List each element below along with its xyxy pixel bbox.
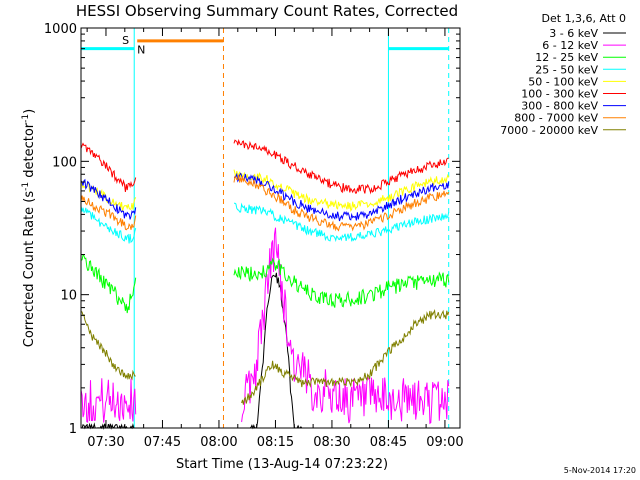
night-label: N xyxy=(137,44,145,57)
y-axis-label: Corrected Count Rate (s-1 detector-1) xyxy=(21,109,37,347)
series-6-12-kev xyxy=(80,227,450,425)
series-line xyxy=(241,227,450,425)
x-tick-label: 08:30 xyxy=(313,435,350,450)
series-100-300-kev xyxy=(80,138,449,195)
series-line xyxy=(80,254,137,314)
y-axis-label-main: Corrected Count Rate (s xyxy=(22,191,37,348)
series-7000-20000-kev xyxy=(80,308,450,405)
y-tick-label: 100 xyxy=(52,155,77,170)
series-800-7000-kev xyxy=(80,174,450,232)
x-tick-label: 08:45 xyxy=(370,435,407,450)
series-line xyxy=(233,138,449,195)
legend-entry-label: 50 - 100 keV xyxy=(528,75,598,88)
y-axis-label-end: ) xyxy=(22,109,37,114)
y-tick-label: 1000 xyxy=(44,22,77,37)
series-line xyxy=(233,174,450,232)
x-tick-label: 08:15 xyxy=(257,435,294,450)
legend-entry-label: 100 - 300 keV xyxy=(521,88,598,101)
series-line xyxy=(234,202,450,243)
y-axis: 1 10 100 1000 xyxy=(44,22,460,437)
x-tick-label: 08:00 xyxy=(200,435,237,450)
chart-title: HESSI Observing Summary Count Rates, Cor… xyxy=(76,2,458,20)
x-axis: 07:30 07:45 08:00 08:15 08:30 08:45 09:00 xyxy=(86,28,464,450)
series-line xyxy=(80,178,137,220)
series-line xyxy=(241,308,450,405)
legend-entry-label: 800 - 7000 keV xyxy=(514,112,598,125)
x-tick-label: 07:30 xyxy=(87,435,124,450)
legend-header: Det 1,3,6, Att 0 xyxy=(542,12,626,25)
series-line xyxy=(80,310,136,381)
saa-label: S xyxy=(122,34,129,47)
series-12-25-kev xyxy=(80,254,450,314)
series-3-6-kev xyxy=(81,272,303,430)
plot-frame xyxy=(80,27,461,429)
series-line xyxy=(80,142,137,193)
series-line xyxy=(233,257,450,308)
y-tick-label: 10 xyxy=(60,289,77,304)
x-tick-label: 09:00 xyxy=(426,435,463,450)
legend-entry-label: 3 - 6 keV xyxy=(549,27,598,40)
series-line xyxy=(80,195,137,231)
legend-entry-label: 25 - 50 keV xyxy=(535,63,598,76)
legend-entry-label: 6 - 12 keV xyxy=(542,39,598,52)
x-axis-label: Start Time (13-Aug-14 07:23:22) xyxy=(176,457,388,472)
date-stamp: 5-Nov-2014 17:20 xyxy=(564,466,636,475)
series-line xyxy=(233,169,450,212)
series-line xyxy=(80,206,137,244)
legend-entry-label: 7000 - 20000 keV xyxy=(500,124,598,137)
series-layer xyxy=(80,138,450,430)
series-line xyxy=(234,172,450,222)
series-line xyxy=(249,272,303,430)
series-line xyxy=(80,378,137,423)
x-tick-label: 07:45 xyxy=(144,435,181,450)
y-axis-label-sup1: -1 xyxy=(21,182,31,191)
y-axis-label-sup2: -1 xyxy=(21,114,31,123)
y-axis-label-mid: detector xyxy=(22,122,37,182)
legend-entry-label: 12 - 25 keV xyxy=(535,51,598,64)
series-line xyxy=(81,422,136,430)
series-300-800-kev xyxy=(80,172,450,222)
series-25-50-kev xyxy=(80,202,450,244)
legend-entry-label: 300 - 800 keV xyxy=(521,100,598,113)
y-tick-label: 1 xyxy=(69,422,77,437)
